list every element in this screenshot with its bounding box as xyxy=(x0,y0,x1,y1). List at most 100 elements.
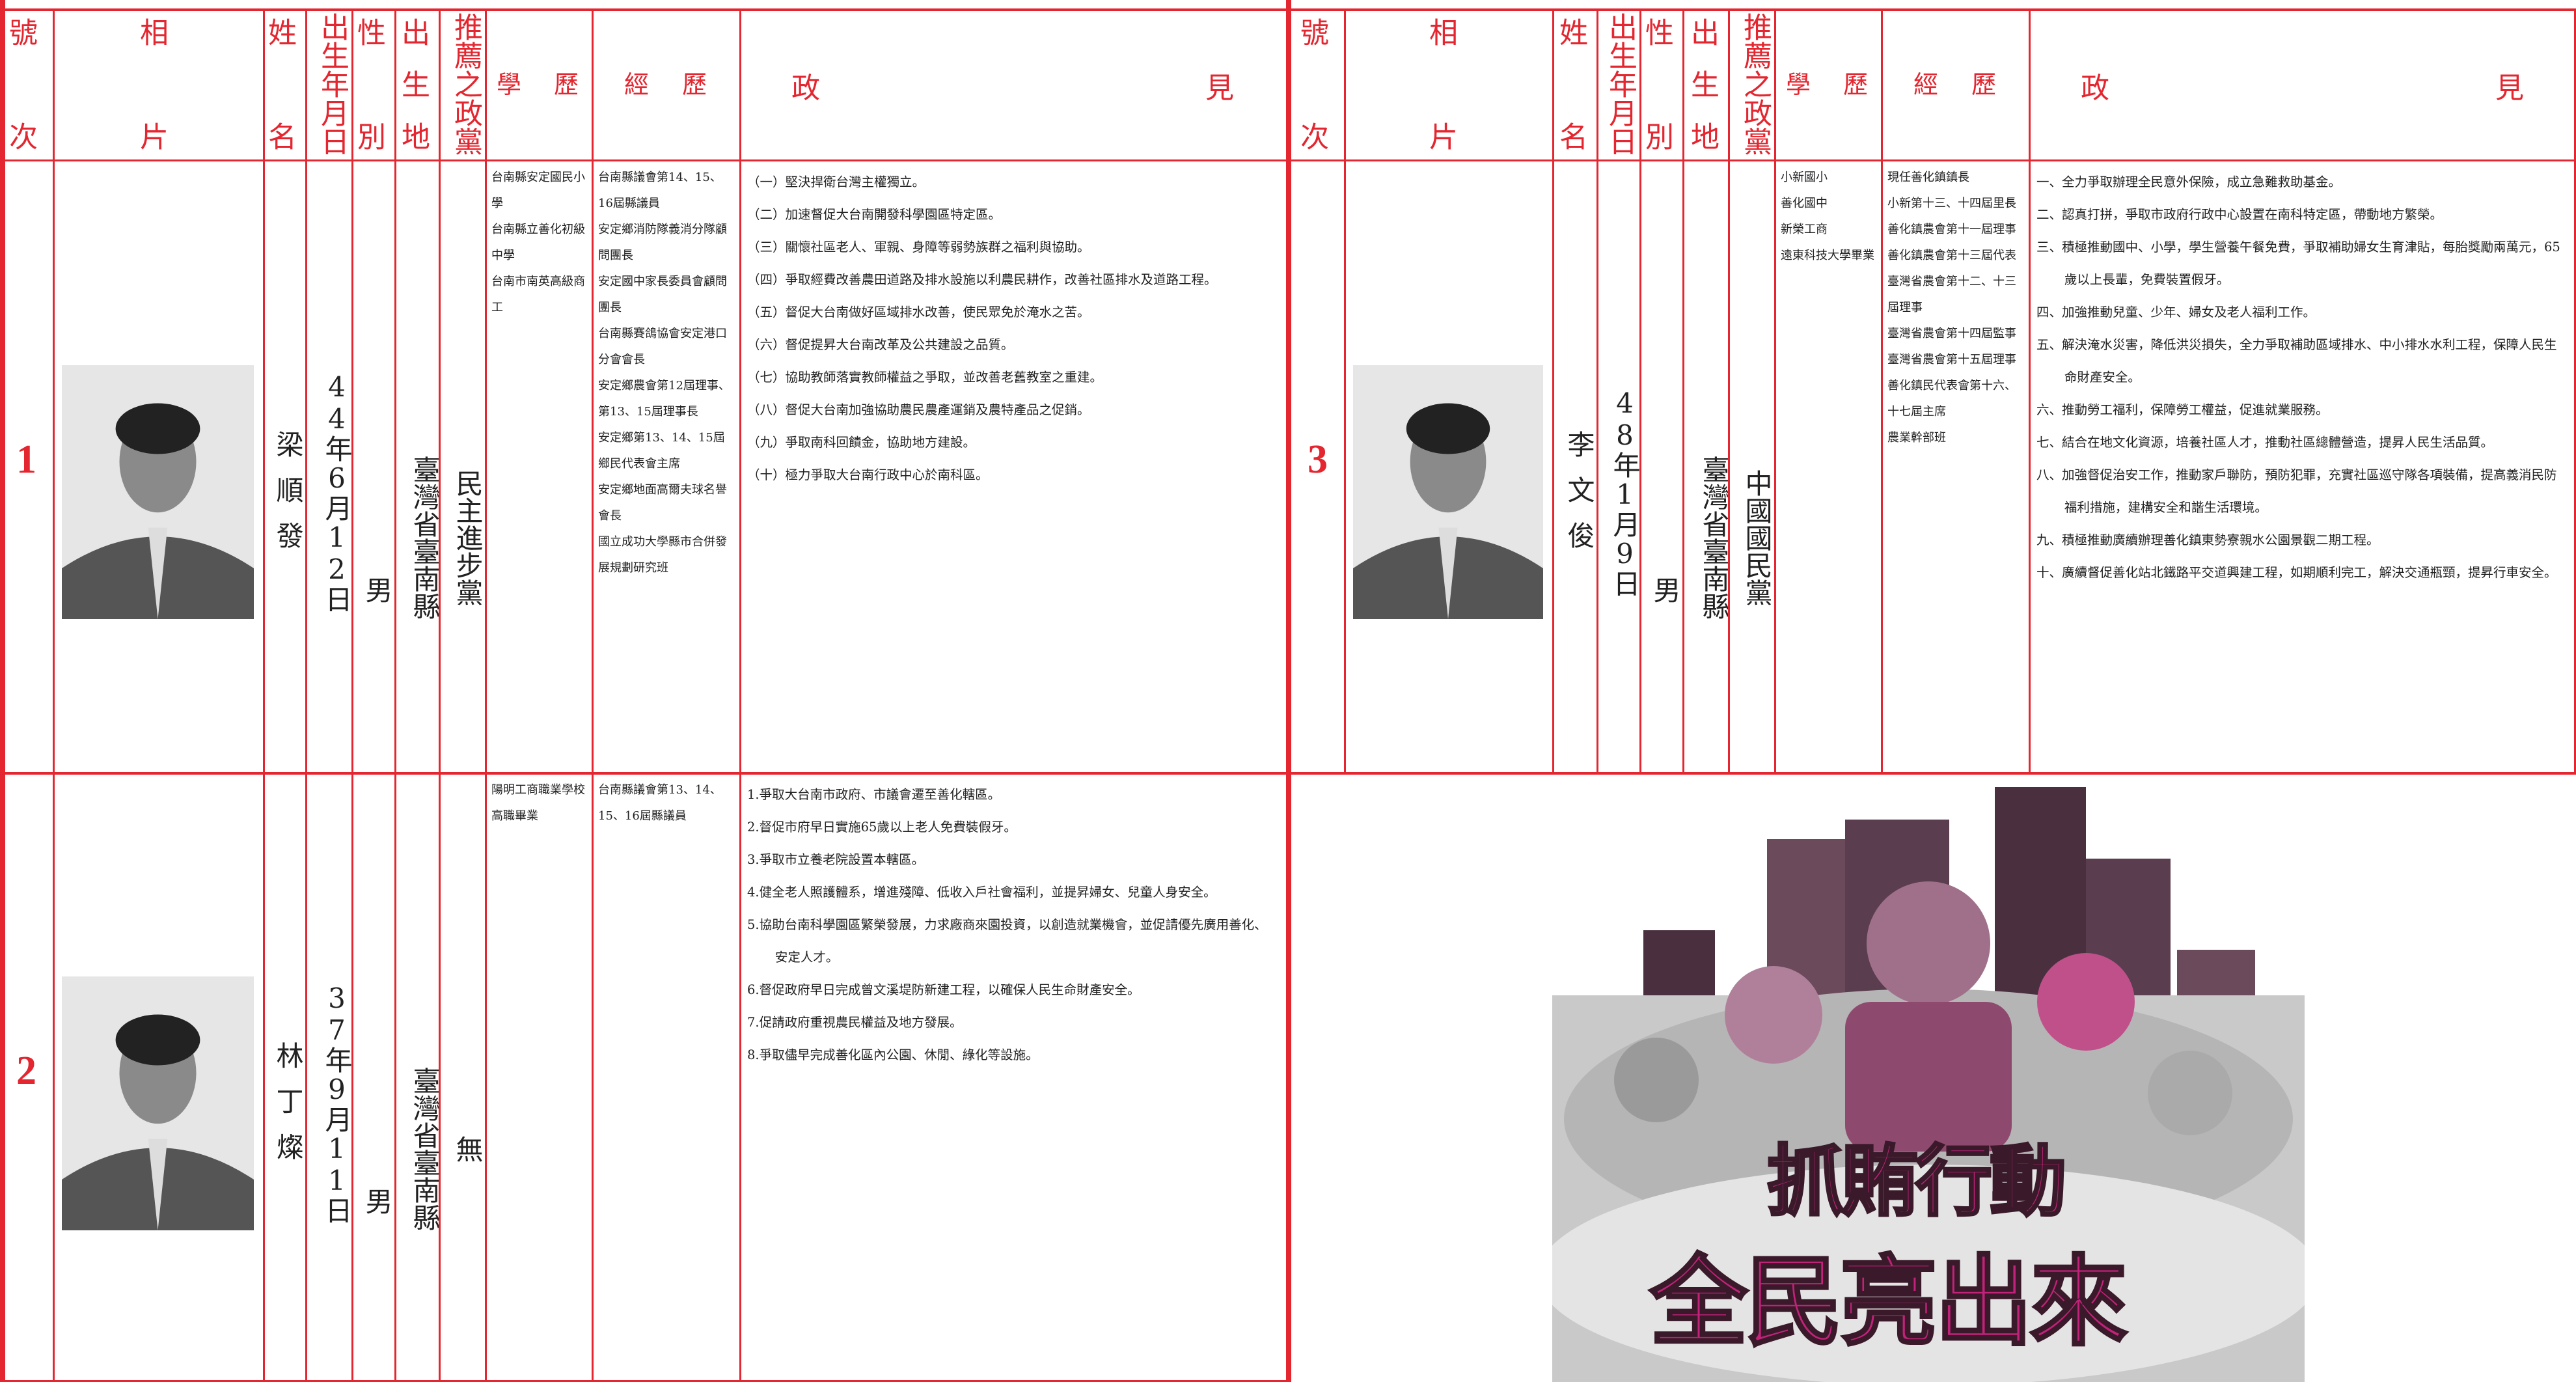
platform-item: （三）關懷社區老人、軍親、身障等弱勢族群之福利與協助。 xyxy=(747,240,1090,255)
column-header: 出生年月日 xyxy=(1604,12,1637,156)
candidate-birth: 48年1月9日 xyxy=(1609,387,1641,597)
candidate-birthplace: 臺灣省臺南縣 xyxy=(1698,455,1730,620)
platform-item: （二）加速督促大台南開發科學園區特定區。 xyxy=(747,207,1002,222)
column-header: 性別 xyxy=(352,18,385,150)
candidate-birth: 37年9月11日 xyxy=(321,982,353,1224)
experience: 安定鄉農會第12屆理事、第13、15屆理事長 xyxy=(598,379,730,419)
column-header: 推薦之政黨 xyxy=(1738,12,1772,156)
candidate-number: 1 xyxy=(16,437,36,482)
column-header: 姓名 xyxy=(263,18,296,150)
platform-item: （十）極力爭取大台南行政中心於南科區。 xyxy=(747,467,989,482)
experience: 臺灣省農會第十四屆監事 xyxy=(1887,327,2016,340)
column-header: 號次 xyxy=(4,18,37,150)
platform-item: 2.督促市府早日實施65歲以上老人免費裝假牙。 xyxy=(747,820,1017,835)
platform-item: 1.爭取大台南市政府、市議會遷至善化轄區。 xyxy=(747,787,1001,802)
experience: 善化鎮農會第十三屆代表 xyxy=(1887,249,2016,262)
column-header: 學歷 xyxy=(497,70,579,99)
candidate-name: 林丁燦 xyxy=(272,1041,304,1178)
platform-item: 三、積極推動國中、小學，學生營養午餐免費，爭取補助婦女生育津貼，每胎獎勵兩萬元，… xyxy=(2036,240,2560,287)
platform-item: 3.爭取市立養老院設置本轄區。 xyxy=(747,852,925,867)
rule xyxy=(394,8,396,1382)
rule xyxy=(1774,8,1776,772)
education: 陽明工商職業學校高職畢業 xyxy=(491,783,585,823)
rule xyxy=(739,8,741,1382)
rule xyxy=(1596,8,1598,772)
experience: 國立成功大學縣市合併發展規劃研究班 xyxy=(598,535,727,575)
experience-list: 台南縣議會第13、14、15、16屆縣議員 xyxy=(592,772,739,829)
platform-item: （五）督促大台南做好區域排水改善，使民眾免於淹水之苦。 xyxy=(747,305,1090,320)
candidate-party: 民主進步黨 xyxy=(452,469,484,606)
candidate-gender: 男 xyxy=(1649,575,1681,603)
column-header: 政見 xyxy=(2081,72,2524,105)
column-header: 相片 xyxy=(1424,18,1457,150)
column-header: 推薦之政黨 xyxy=(449,12,482,156)
platform-item: 7.促請政府重視農民權益及地方發展。 xyxy=(747,1015,963,1030)
experience: 小新第十三、十四屆里長 xyxy=(1887,197,2016,210)
platform-item-list: （一）堅決捍衛台灣主權獨立。 （二）加速督促大台南開發科學園區特定區。 （三）關懷社… xyxy=(739,159,1286,491)
rule xyxy=(2029,8,2031,772)
poster-slogan: 全民亮出來 xyxy=(1649,1245,2129,1361)
platform-item: 二、認真打拼，爭取市政府行政中心設置在南科特定區，帶動地方繁榮。 xyxy=(2036,207,2443,222)
platform-item: 十、廣續督促善化站北鐵路平交道興建工程，如期順利完工，解決交通瓶頸，提昇行車安全… xyxy=(2036,565,2557,580)
education: 台南市南英高級商工 xyxy=(491,275,585,314)
rule xyxy=(1286,0,1291,1382)
rule xyxy=(1639,8,1641,772)
experience: 農業幹部班 xyxy=(1887,431,1946,445)
column-header: 學歷 xyxy=(1786,70,1868,99)
column-header: 經歷 xyxy=(1913,70,1996,99)
platform-item: （一）堅決捍衛台灣主權獨立。 xyxy=(747,174,925,189)
experience: 善化鎮民代表會第十六、十七屆主席 xyxy=(1887,379,2016,419)
candidate-photo xyxy=(62,976,254,1230)
rule xyxy=(2574,8,2576,772)
column-header: 相片 xyxy=(135,18,168,150)
experience: 安定國中家長委員會顧問團長 xyxy=(598,275,727,314)
platform-item: 五、解決淹水災害，降低洪災損失，全力爭取補助區域排水、中小排水水利工程，保障人民… xyxy=(2036,337,2557,385)
experience: 現任善化鎮鎮長 xyxy=(1887,171,1969,184)
platform-item: （八）督促大台南加強協助農民農產運銷及農特產品之促銷。 xyxy=(747,402,1090,417)
candidate-number: 3 xyxy=(1308,437,1328,482)
education: 台南縣安定國民小學 xyxy=(491,171,585,210)
experience-list: 現任善化鎮鎮長小新第十三、十四屆里長 善化鎮農會第十一屆理事 善化鎮農會第十三屆代表… xyxy=(1881,159,2029,451)
platform-item: 4.健全老人照護體系，增進殘障、低收入戶社會福利，並提昇婦女、兒童人身安全。 xyxy=(747,885,1216,900)
rule xyxy=(485,8,487,1382)
education: 善化國中 xyxy=(1781,197,1828,210)
rule xyxy=(305,8,307,1382)
platform-item: 6.督促政府早日完成曾文溪堤防新建工程，以確保人民生命財產安全。 xyxy=(747,982,1140,997)
rule xyxy=(263,8,265,1382)
candidate-gender: 男 xyxy=(361,1187,393,1215)
experience: 安定鄉地面高爾夫球名譽會長 xyxy=(598,483,727,523)
education: 小新國小 xyxy=(1781,171,1828,184)
poster-illustration xyxy=(1552,781,2305,1382)
candidate-number: 2 xyxy=(16,1048,36,1093)
experience: 善化鎮農會第十一屆理事 xyxy=(1887,223,2016,236)
platform-item: 八、加強督促治安工作，推動家戶聯防，預防犯罪，充實社區巡守隊各項裝備，提高義消民… xyxy=(2036,467,2557,515)
column-header: 出生年月日 xyxy=(316,12,349,156)
education: 遠東科技大學畢業 xyxy=(1781,249,1874,262)
candidate-gender: 男 xyxy=(361,575,393,603)
platform-item: 5.協助台南科學園區繁榮發展，力求廠商來園投資，以創造就業機會，並促請優先廣用善… xyxy=(747,917,1267,965)
platform-item-list: 一、全力爭取辦理全民意外保險，成立急難救助基金。二、認真打拼，爭取市政府行政中心… xyxy=(2029,159,2576,589)
candidate-party: 中國國民黨 xyxy=(1741,469,1773,606)
rule xyxy=(439,8,441,1382)
rule xyxy=(1881,8,1883,772)
education: 新榮工商 xyxy=(1781,223,1828,236)
column-header: 號次 xyxy=(1295,18,1328,150)
education-list: 台南縣安定國民小學 台南縣立善化初級中學 台南市南英高級商工 xyxy=(485,159,592,321)
candidate-birthplace: 臺灣省臺南縣 xyxy=(409,1066,441,1231)
candidate-photo xyxy=(1353,365,1543,619)
experience: 安定鄉第13、14、15屆鄉民代表會主席 xyxy=(598,431,725,471)
candidate-birth: 44年6月12日 xyxy=(321,371,353,613)
experience: 安定鄉消防隊義消分隊顧問團長 xyxy=(598,223,727,262)
education-list: 小新國小善化國中新榮工商遠東科技大學畢業 xyxy=(1774,159,1881,269)
platform-item: 一、全力爭取辦理全民意外保險，成立急難救助基金。 xyxy=(2036,174,2342,189)
platform-item: 六、推動勞工福利，保障勞工權益，促進就業服務。 xyxy=(2036,402,2329,417)
platform-item: 8.爭取儘早完成善化區內公園、休閒、綠化等設施。 xyxy=(747,1047,1039,1062)
column-header: 出生地 xyxy=(1686,18,1719,150)
platform-item: 七、結合在地文化資源，培養社區人才，推動社區總體營造，提昇人民生活品質。 xyxy=(2036,435,2494,450)
platform-item: （四）爭取經費改善農田道路及排水設施以利農民耕作，改善社區排水及道路工程。 xyxy=(747,272,1217,287)
candidate-birthplace: 臺灣省臺南縣 xyxy=(409,455,441,620)
rule xyxy=(1552,8,1554,772)
experience: 臺灣省農會第十二、十三屆理事 xyxy=(1887,275,2016,314)
education: 台南縣立善化初級中學 xyxy=(491,223,585,262)
candidate-name: 李文俊 xyxy=(1563,430,1595,567)
